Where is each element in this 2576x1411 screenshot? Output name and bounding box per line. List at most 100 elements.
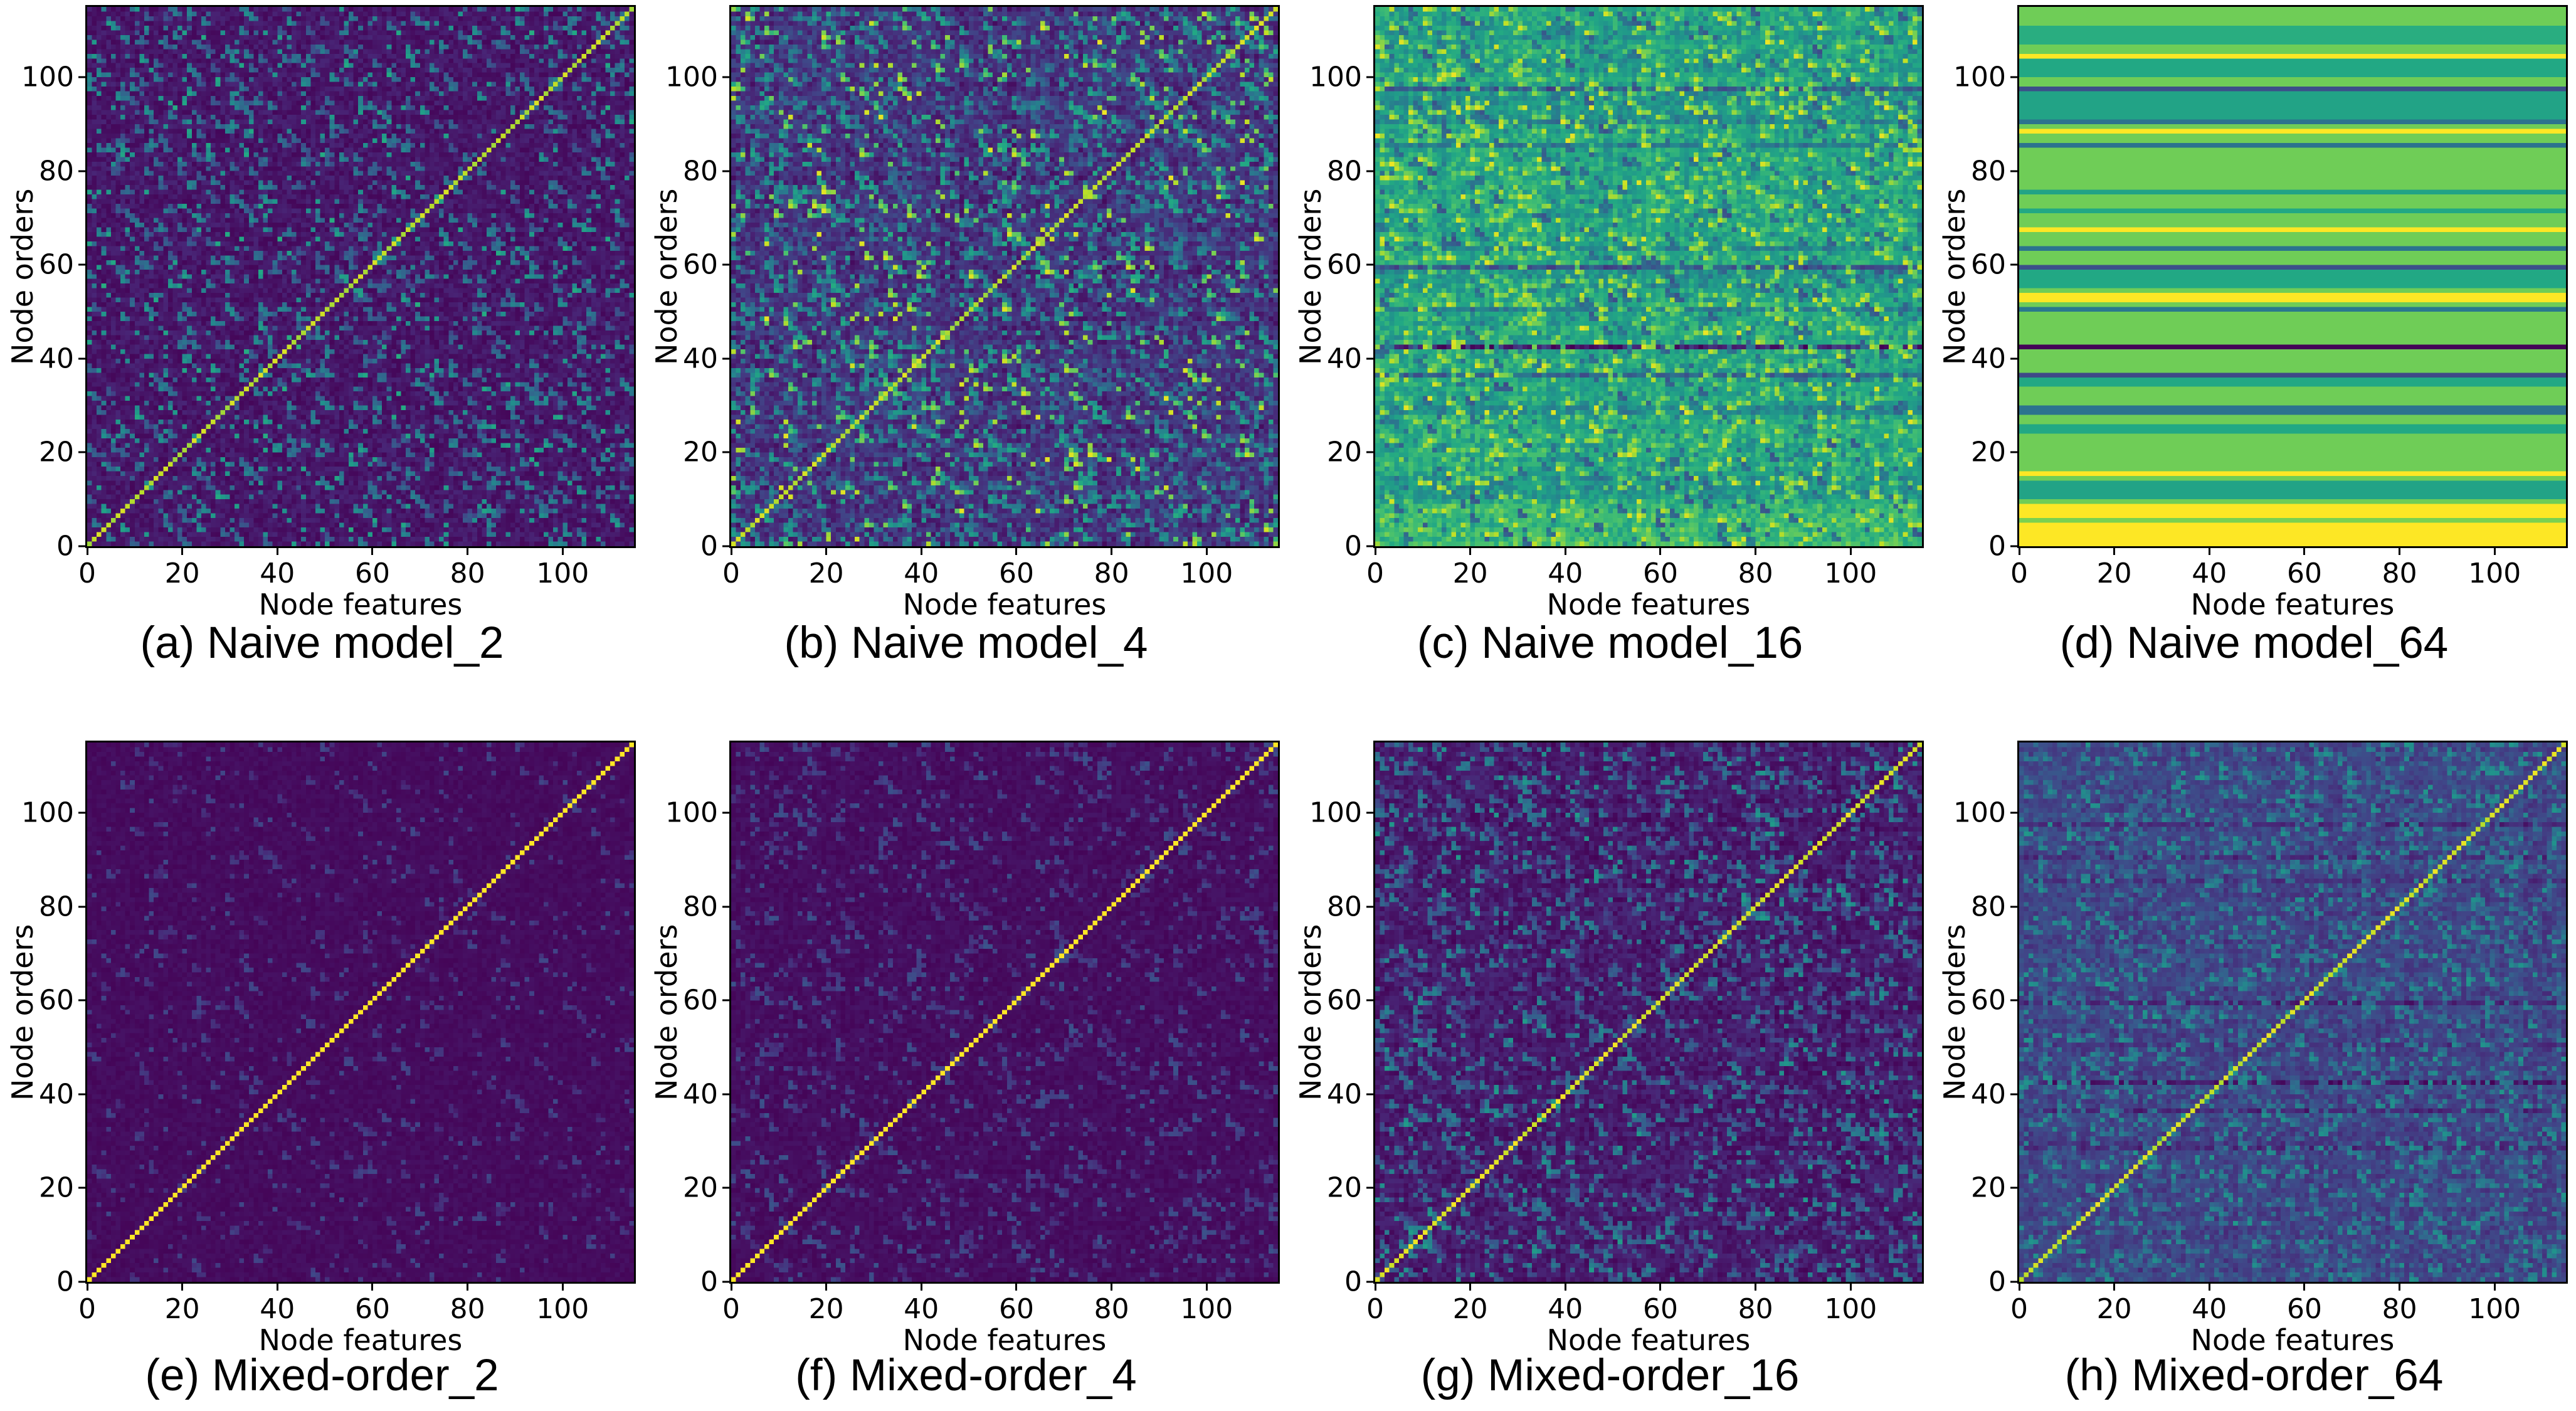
x-tick-80: 80 xyxy=(1094,1282,1129,1325)
y-tick-label: 100 xyxy=(1309,61,1362,93)
x-tick-0: 0 xyxy=(1366,1282,1384,1325)
x-tick-mark xyxy=(1659,1282,1662,1291)
x-tick-20: 20 xyxy=(809,546,844,589)
x-tick-label: 40 xyxy=(2192,1293,2227,1325)
x-tick-mark xyxy=(2399,1282,2401,1291)
y-tick-100: 100 xyxy=(1309,61,1375,93)
y-tick-mark xyxy=(722,263,731,266)
y-tick-80: 80 xyxy=(683,890,731,922)
y-tick-label: 60 xyxy=(39,984,74,1017)
y-tick-label: 40 xyxy=(39,1078,74,1111)
y-tick-label: 80 xyxy=(1327,155,1362,188)
y-tick-40: 40 xyxy=(39,1078,87,1110)
y-tick-mark xyxy=(2010,357,2019,360)
x-tick-80: 80 xyxy=(1738,1282,1773,1325)
x-tick-label: 100 xyxy=(2468,558,2521,589)
y-tick-mark xyxy=(78,999,87,1001)
x-tick-mark xyxy=(1374,546,1376,555)
plot-area-c: Node orders Node features 0 20 40 60 80 100 0 2… xyxy=(1294,5,1924,621)
x-tick-60: 60 xyxy=(1643,1282,1678,1325)
x-tick-mark xyxy=(920,1282,922,1291)
y-tick-mark xyxy=(78,451,87,453)
y-tick-mark xyxy=(78,1281,87,1283)
y-tick-mark xyxy=(1366,1281,1375,1283)
x-tick-mark xyxy=(561,1282,564,1291)
y-tick-label: 80 xyxy=(1971,890,2006,923)
plot-area-e: Node orders Node features 0 20 40 60 80 100 0 2… xyxy=(6,741,636,1357)
x-tick-mark xyxy=(1849,1282,1852,1291)
x-tick-label: 0 xyxy=(78,558,96,589)
y-tick-40: 40 xyxy=(1327,342,1375,374)
x-tick-mark xyxy=(2113,546,2116,555)
y-tick-label: 40 xyxy=(1971,342,2006,375)
x-tick-mark xyxy=(1374,1282,1376,1291)
x-tick-80: 80 xyxy=(2382,1282,2417,1325)
x-tick-label: 0 xyxy=(78,1293,96,1325)
y-tick-mark xyxy=(1366,263,1375,266)
x-tick-label: 0 xyxy=(722,558,740,589)
x-tick-mark xyxy=(825,546,828,555)
x-tick-mark xyxy=(2208,1282,2210,1291)
y-tick-label: 20 xyxy=(683,436,718,468)
x-tick-20: 20 xyxy=(165,1282,200,1325)
y-tick-40: 40 xyxy=(1971,1078,2019,1110)
y-tick-mark xyxy=(1366,357,1375,360)
y-tick-label: 80 xyxy=(1327,890,1362,923)
x-tick-label: 40 xyxy=(260,558,295,589)
x-tick-mark xyxy=(1469,1282,1472,1291)
x-tick-40: 40 xyxy=(2192,1282,2227,1325)
y-tick-label: 0 xyxy=(1344,1266,1362,1298)
y-tick-40: 40 xyxy=(683,1078,731,1110)
x-tick-label: 60 xyxy=(2286,1293,2322,1325)
y-tick-mark xyxy=(722,451,731,453)
y-tick-label: 60 xyxy=(1327,984,1362,1017)
x-tick-mark xyxy=(371,546,374,555)
y-tick-mark xyxy=(78,170,87,172)
y-tick-mark xyxy=(722,1281,731,1283)
y-tick-label: 40 xyxy=(1327,1078,1362,1111)
plot-area-g: Node orders Node features 0 20 40 60 80 100 0 2… xyxy=(1294,741,1924,1357)
y-tick-mark xyxy=(78,1093,87,1096)
x-tick-mark xyxy=(2208,546,2210,555)
x-tick-60: 60 xyxy=(2287,1282,2322,1325)
x-tick-label: 20 xyxy=(164,558,200,589)
y-tick-mark xyxy=(78,1186,87,1189)
y-tick-label: 40 xyxy=(1971,1078,2006,1111)
x-tick-80: 80 xyxy=(1094,546,1129,589)
x-tick-mark xyxy=(2303,1282,2306,1291)
y-tick-100: 100 xyxy=(1953,797,2019,829)
y-tick-0: 0 xyxy=(700,1266,731,1298)
y-tick-mark xyxy=(2010,451,2019,453)
y-tick-label: 80 xyxy=(1971,155,2006,188)
y-tick-label: 20 xyxy=(39,1171,74,1204)
y-tick-label: 0 xyxy=(1344,530,1362,563)
y-tick-label: 20 xyxy=(1971,436,2006,468)
x-tick-100: 100 xyxy=(1824,1282,1877,1325)
panel-b: Node orders Node features 0 20 40 60 80 100 0 2… xyxy=(644,0,1288,706)
x-tick-label: 20 xyxy=(2096,558,2132,589)
x-tick-80: 80 xyxy=(1738,546,1773,589)
x-tick-mark xyxy=(561,546,564,555)
x-tick-60: 60 xyxy=(1643,546,1678,589)
x-tick-mark xyxy=(1111,546,1113,555)
y-tick-label: 60 xyxy=(1971,248,2006,281)
y-tick-mark xyxy=(1366,451,1375,453)
y-tick-label: 80 xyxy=(683,890,718,923)
x-tick-100: 100 xyxy=(536,546,589,589)
x-axis-label: Node features xyxy=(258,1323,463,1357)
x-tick-0: 0 xyxy=(722,1282,740,1325)
y-tick-label: 0 xyxy=(56,530,74,563)
y-tick-label: 80 xyxy=(39,155,74,188)
y-tick-mark xyxy=(1366,811,1375,814)
y-tick-20: 20 xyxy=(1327,1172,1375,1204)
x-tick-mark xyxy=(2493,1282,2496,1291)
x-tick-label: 100 xyxy=(1180,1293,1233,1325)
y-tick-80: 80 xyxy=(39,155,87,187)
x-tick-mark xyxy=(1205,546,1208,555)
x-tick-label: 40 xyxy=(904,1293,939,1325)
y-tick-80: 80 xyxy=(1971,155,2019,187)
x-tick-100: 100 xyxy=(2468,1282,2521,1325)
x-tick-label: 60 xyxy=(354,558,390,589)
x-tick-40: 40 xyxy=(2192,546,2227,589)
y-tick-label: 40 xyxy=(1327,342,1362,375)
